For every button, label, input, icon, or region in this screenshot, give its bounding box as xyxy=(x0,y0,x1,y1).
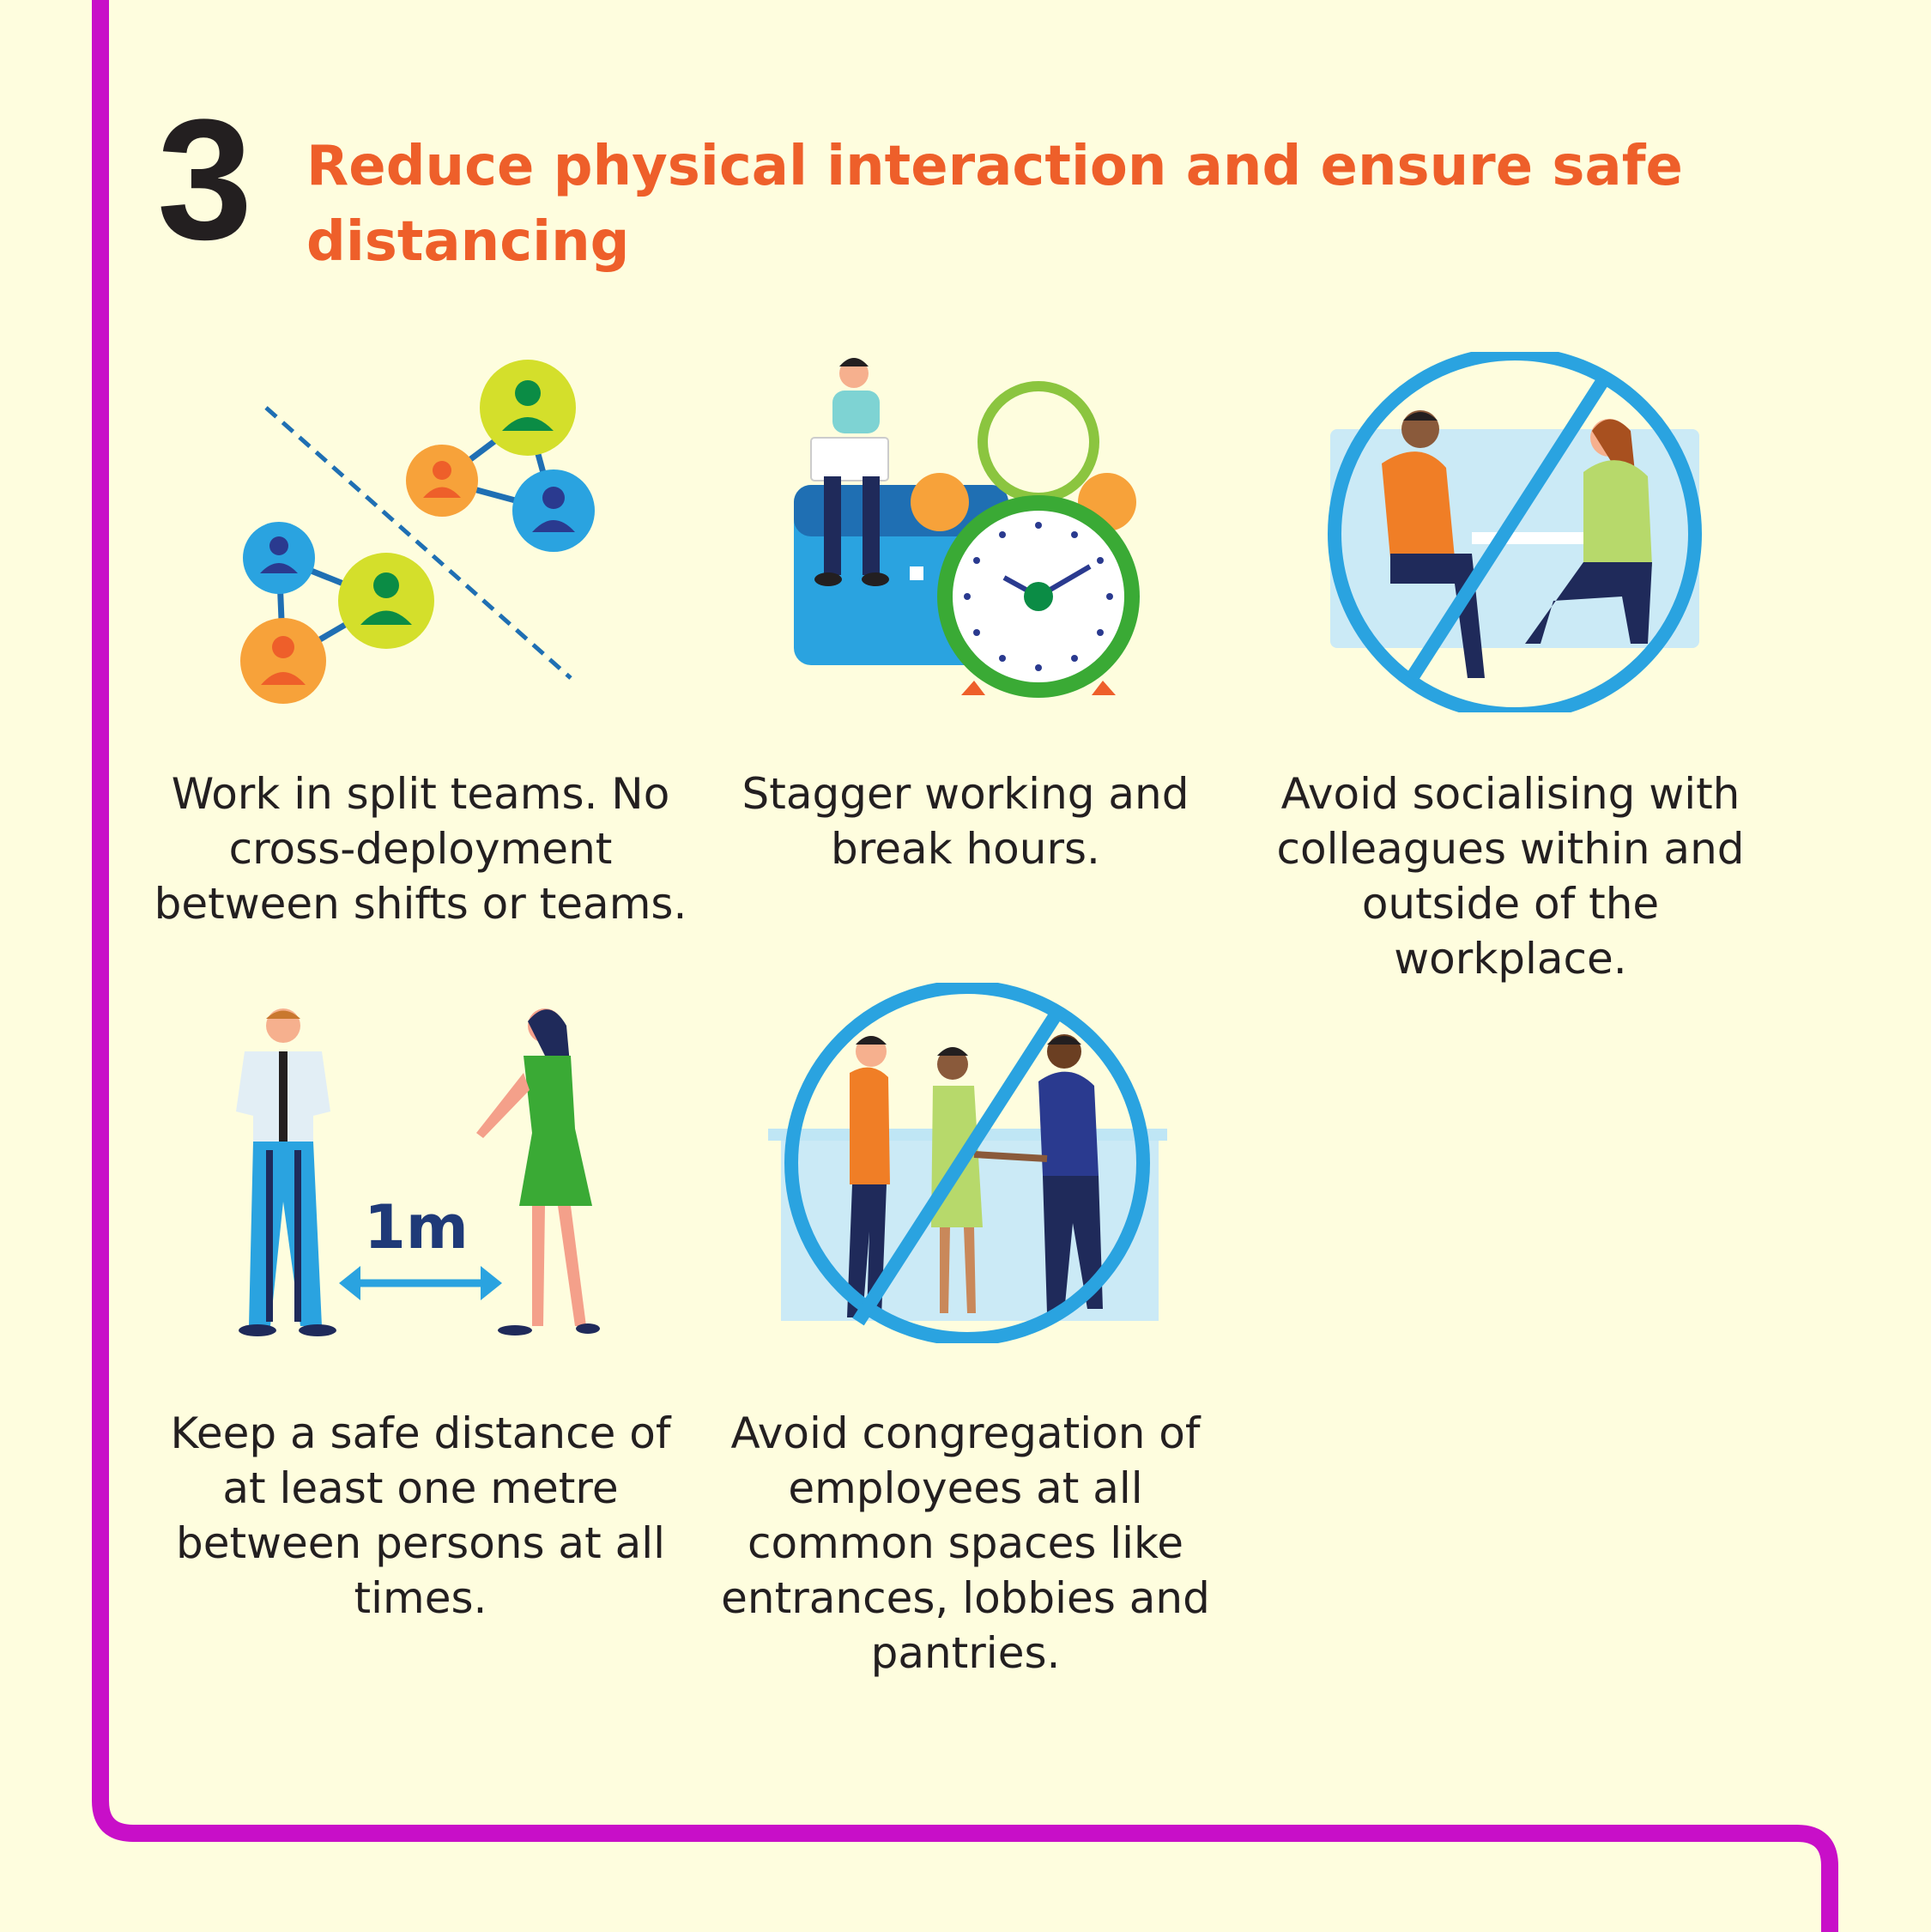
section-title: Reduce physical interaction and ensure s… xyxy=(306,135,1683,274)
step-number: 3 xyxy=(157,84,253,276)
no-congregation-icon xyxy=(768,983,1167,1343)
safe-distance-icon xyxy=(236,1008,600,1336)
tip-safe-distance: Keep a safe distance of at least one met… xyxy=(170,1408,671,1623)
tip-avoid-socialising: Avoid socialising with colleagues within… xyxy=(1276,769,1745,984)
tip-split-teams: Work in split teams. No cross-deployment… xyxy=(154,769,687,929)
no-socialising-icon xyxy=(1328,352,1702,712)
distance-label: 1m xyxy=(364,1192,469,1263)
tip-avoid-congregation: Avoid congregation of employees at all c… xyxy=(721,1408,1210,1678)
split-teams-network-icon xyxy=(240,360,595,704)
tip-stagger-hours: Stagger working and break hours. xyxy=(742,769,1189,874)
alarm-clock-worker-icon xyxy=(794,358,1140,698)
